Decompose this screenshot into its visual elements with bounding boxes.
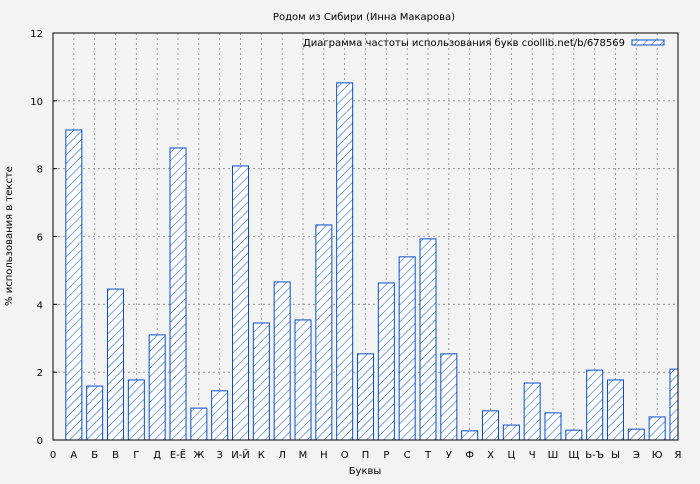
x-tick-label: Б	[91, 450, 98, 461]
bars	[65, 82, 678, 440]
x-tick-label: Ю	[652, 450, 663, 461]
bar	[669, 368, 678, 440]
x-tick-label: Ц	[507, 450, 515, 461]
bar	[398, 256, 416, 440]
bar	[65, 129, 83, 440]
legend-swatch	[631, 39, 665, 46]
bar	[648, 416, 666, 440]
x-tick-label: У	[446, 450, 452, 461]
x-tick-label: Д	[153, 450, 161, 461]
bar	[502, 424, 520, 440]
bar	[211, 390, 229, 440]
bar	[586, 369, 604, 440]
y-tick-label: 10	[30, 97, 43, 108]
bar	[565, 429, 583, 440]
x-tick-label: Ж	[193, 450, 204, 461]
x-tick-label: Я	[675, 450, 682, 461]
x-tick-label: В	[112, 450, 119, 461]
bar	[252, 322, 270, 440]
y-tick-label: 6	[37, 233, 43, 244]
y-tick-label: 2	[37, 368, 43, 379]
bar	[86, 385, 104, 440]
x-tick-label: К	[258, 450, 265, 461]
bar	[440, 353, 458, 440]
y-tick-label: 12	[30, 29, 43, 40]
x-tick-label: Х	[487, 450, 494, 461]
x-tick-label: Г	[133, 450, 139, 461]
bar	[482, 410, 499, 440]
bar	[544, 412, 562, 440]
x-tick-label: О	[341, 450, 349, 461]
bar	[232, 165, 249, 440]
x-tick-label: Ф	[465, 450, 474, 461]
bar	[336, 82, 354, 440]
x-tick-label: М	[299, 450, 308, 461]
bar	[148, 334, 166, 440]
x-tick-label: С	[404, 450, 411, 461]
bar	[357, 353, 374, 440]
bar	[169, 147, 187, 440]
x-tick-label: Ш	[548, 450, 559, 461]
x-tick-label: Е-Ё	[170, 448, 186, 461]
bar	[190, 407, 208, 440]
x-tick-label: Т	[424, 450, 432, 461]
bar	[523, 382, 541, 440]
bar	[273, 281, 291, 440]
legend-label: Диаграмма частоты использования букв coo…	[303, 38, 625, 49]
x-tick-label: Н	[320, 450, 328, 461]
grid	[53, 33, 678, 440]
bar	[419, 238, 437, 440]
bar	[315, 224, 333, 440]
x-ticks: 0 А Б В Г Д Е-Ё Ж З И-Й К Л М Н О П Р С Т У Ф Х Ц Ч Ш Щ Ь-Ъ Ы Э Ю Я	[50, 448, 682, 461]
x-tick-label: И-Й	[231, 448, 250, 461]
x-tick-label: Э	[633, 450, 640, 461]
legend: Диаграмма частоты использования букв coo…	[303, 38, 665, 49]
bar	[607, 379, 624, 440]
x-tick-label: Ч	[529, 450, 536, 461]
x-tick-label: 0	[50, 450, 56, 461]
x-tick-label: Л	[278, 450, 286, 461]
bar	[127, 379, 145, 440]
bar	[627, 428, 645, 440]
x-tick-label: Ь-Ъ	[585, 450, 604, 461]
x-tick-label: П	[362, 450, 370, 461]
x-tick-label: А	[70, 450, 77, 461]
x-tick-label: З	[216, 450, 222, 461]
y-ticks: 0 2 4 6 8 10 12	[30, 29, 57, 447]
chart-title: Родом из Сибири (Инна Макарова)	[273, 12, 455, 23]
y-tick-label: 0	[37, 436, 43, 447]
bar	[377, 282, 395, 440]
x-tick-label: Ы	[611, 450, 620, 461]
y-axis-label: % использования в тексте	[4, 166, 15, 306]
x-axis-label: Буквы	[349, 466, 382, 477]
y-tick-label: 4	[37, 300, 43, 311]
y-tick-label: 8	[37, 165, 43, 176]
bar	[461, 430, 479, 440]
x-tick-label: Р	[383, 450, 389, 461]
bar	[294, 319, 312, 440]
bar	[107, 288, 124, 440]
x-tick-label: Щ	[568, 450, 579, 461]
